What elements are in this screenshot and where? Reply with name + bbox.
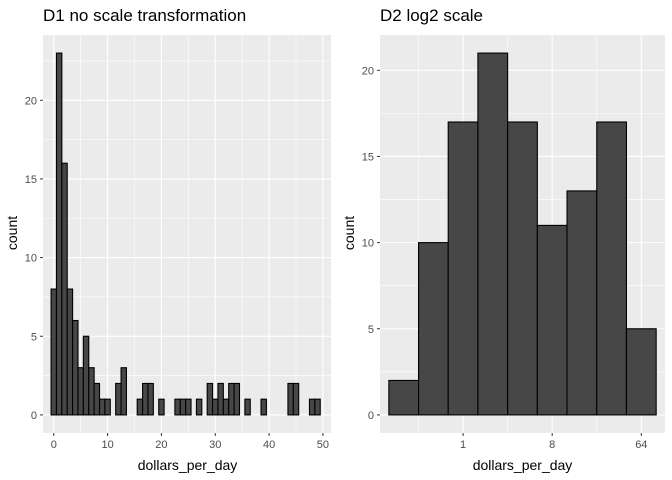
y-tick-label: 20 (25, 95, 37, 107)
histogram-bar (566, 190, 598, 416)
histogram-bar (136, 398, 144, 416)
histogram-bar (222, 398, 230, 416)
histogram-bar (206, 382, 214, 416)
histogram-bar (82, 335, 90, 416)
histogram-bar (61, 162, 68, 416)
y-tick-label: 10 (25, 253, 37, 265)
plot-panel-d1 (43, 35, 331, 433)
histogram-bar (388, 379, 420, 416)
histogram-bar (174, 398, 181, 416)
x-tick-label: 30 (209, 439, 221, 451)
histogram-bar (596, 121, 628, 416)
y-axis-title-d2: count (341, 216, 357, 250)
y-axis-title-d1: count (4, 216, 20, 250)
histogram-bar (195, 398, 203, 416)
y-tick-label: 20 (362, 65, 374, 77)
histogram-bar (179, 398, 187, 416)
y-tick-label: 5 (31, 331, 37, 343)
histogram-bar (72, 319, 79, 416)
histogram-bar (88, 367, 95, 416)
histogram-bar (77, 367, 84, 416)
histogram-bar (185, 398, 192, 416)
x-tick-label: 8 (549, 439, 555, 451)
histogram-bar (120, 367, 127, 416)
x-tick-label: 0 (51, 439, 57, 451)
chart-title-d1: D1 no scale transformation (43, 6, 246, 25)
histogram-bar (104, 398, 111, 416)
y-tick-label: 0 (368, 410, 374, 422)
histogram-bar (55, 52, 63, 416)
x-tick-label: 40 (263, 439, 275, 451)
histogram-bar (477, 52, 509, 416)
x-tick-label: 64 (635, 439, 647, 451)
x-axis-title-d1: dollars_per_day (138, 457, 238, 473)
histogram-bar (625, 328, 657, 416)
histogram-bar (217, 382, 224, 416)
histogram-bar (308, 398, 316, 416)
histogram-bar (98, 398, 106, 416)
x-tick-label: 20 (155, 439, 167, 451)
y-tick-label: 15 (362, 151, 374, 163)
histogram-bar (292, 382, 300, 416)
panel-d1: 0 5 10 15 20 0 10 20 30 40 50 (25, 35, 331, 451)
x-axis-title-d2: dollars_per_day (473, 457, 573, 473)
histogram-bar (507, 121, 538, 416)
y-tick-label: 15 (25, 174, 37, 186)
histogram-bar (260, 398, 267, 416)
histogram-bar (233, 382, 241, 416)
histogram-bar (287, 382, 294, 416)
x-tick-label: 10 (101, 439, 113, 451)
y-tick-label: 5 (368, 324, 374, 336)
y-tick-label: 0 (31, 410, 37, 422)
x-tick-label: 50 (317, 439, 329, 451)
histogram-bar (228, 382, 235, 416)
histogram-bar (212, 398, 219, 416)
x-tick-label: 1 (460, 439, 466, 451)
histogram-bar (147, 382, 154, 416)
histogram-bar (50, 288, 58, 416)
histogram-bar (66, 288, 74, 416)
histogram-bar (158, 398, 165, 416)
histogram-bar (115, 382, 122, 416)
panel-d2: 0 5 10 15 20 1 8 64 (362, 35, 665, 451)
histogram-bar (314, 398, 321, 416)
chart-title-d2: D2 log2 scale (380, 6, 483, 25)
histogram-bar (418, 242, 449, 416)
y-tick-label: 10 (362, 238, 374, 250)
histogram-bar (244, 398, 251, 416)
histogram-bar (536, 224, 568, 416)
histogram-bar (93, 382, 101, 416)
histogram-bar (142, 382, 149, 416)
histogram-bar (447, 121, 479, 416)
